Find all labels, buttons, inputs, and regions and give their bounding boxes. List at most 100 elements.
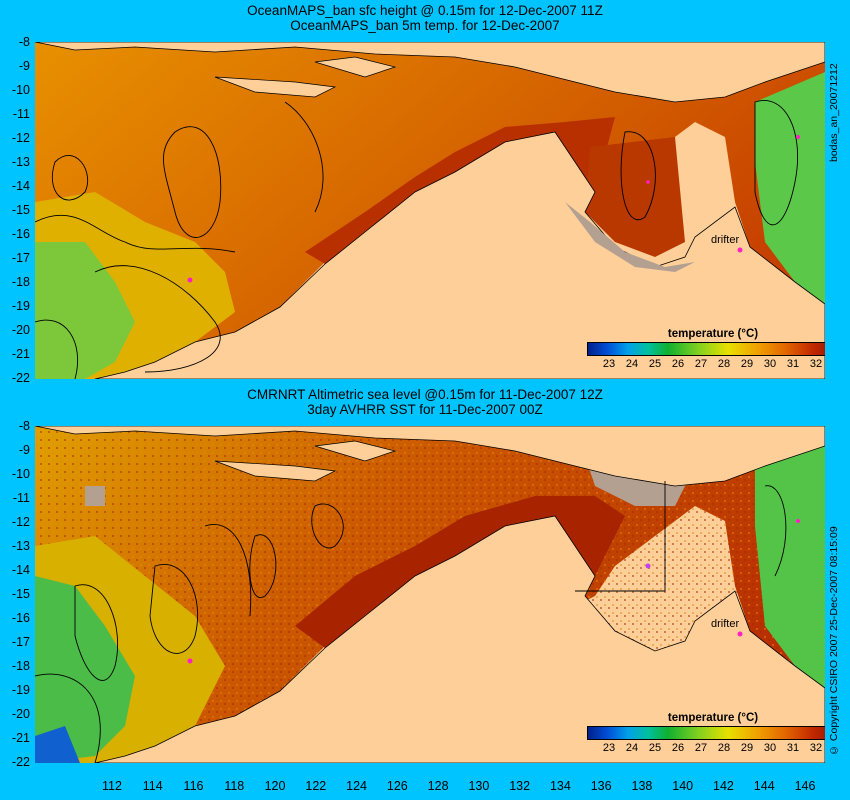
latitude-tick-label: -18 — [11, 275, 30, 289]
drifter-marker — [646, 180, 650, 184]
northern-coastline — [35, 426, 825, 487]
sea-level-contours — [35, 481, 787, 763]
longitude-tick-label: 136 — [590, 779, 612, 793]
panel2-title-line1: CMRNRT Altimetric sea level @0.15m for 1… — [247, 387, 603, 402]
legend-colorbar — [587, 342, 825, 356]
latitude-tick-label: -22 — [11, 755, 30, 769]
panel1-title-line1: OceanMAPS_ban sfc height @ 0.15m for 12-… — [247, 3, 603, 18]
panel2-side-label: © Copyright CSIRO 2007 25-Dec-2007 08:15… — [828, 526, 840, 756]
north-island — [314, 440, 397, 462]
panel2-title-line2: 3day AVHRR SST for 11-Dec-2007 00Z — [307, 402, 543, 417]
legend-tick-label: 32 — [809, 358, 823, 370]
drifter-marker — [737, 247, 743, 253]
longitude-tick-label: 142 — [713, 779, 734, 793]
legend-tick-label: 27 — [694, 358, 708, 370]
legend-tick-label: 30 — [763, 358, 777, 370]
latitude-tick-label: -17 — [11, 635, 30, 649]
legend-title: temperature (°C) — [667, 712, 759, 724]
latitude-tick-label: -16 — [11, 227, 30, 241]
latitude-tick-label: -19 — [11, 299, 30, 313]
sea-level-contours — [35, 100, 799, 379]
latitude-tick-label: -15 — [11, 203, 30, 217]
legend-tick-label: 32 — [809, 742, 823, 754]
latitude-tick-label: -13 — [11, 539, 30, 553]
east-cool-region — [755, 72, 825, 304]
latitude-tick-label: -16 — [11, 611, 30, 625]
longitude-tick-label: 116 — [183, 779, 204, 793]
legend-tick-label: 23 — [602, 358, 616, 370]
drifter-marker — [645, 563, 651, 569]
ocean-region — [35, 42, 825, 379]
latitude-tick-label: -8 — [18, 35, 30, 49]
latitude-tick-label: -11 — [12, 491, 30, 505]
latitude-tick-label: -12 — [11, 515, 30, 529]
map-panel-observed: drifter temperature (°C) 23 24 25 26 27 28 29 3… — [35, 426, 825, 763]
legend-tick-label: 28 — [717, 358, 731, 370]
latitude-tick-label: -21 — [11, 731, 30, 745]
legend-title: temperature (°C) — [667, 328, 759, 340]
cool-water-core — [35, 576, 135, 763]
legend-colorbar — [587, 726, 825, 740]
latitude-tick-label: -18 — [11, 659, 30, 673]
coastal-warm-band — [295, 496, 625, 648]
temperature-legend: temperature (°C) 23 24 25 26 27 28 29 30 31 32 — [587, 328, 825, 379]
drifter-label: drifter — [711, 618, 740, 630]
drifter-marker — [187, 658, 193, 664]
longitude-tick-label: 130 — [468, 779, 490, 793]
latitude-tick-label: -9 — [18, 59, 30, 73]
coldest-region — [35, 726, 80, 763]
legend-tick-label: 25 — [648, 358, 662, 370]
latitude-tick-label: -20 — [11, 323, 30, 337]
panel1-side-label: bodas_an_20071212 — [828, 63, 840, 162]
legend-tick-label: 27 — [694, 742, 708, 754]
latitude-tick-label: -8 — [18, 419, 30, 433]
latitude-tick-label: -22 — [11, 371, 30, 385]
longitude-tick-label: 124 — [346, 779, 367, 793]
north-island — [314, 56, 397, 78]
legend-tick-label: 30 — [763, 742, 777, 754]
legend-tick-label: 23 — [602, 742, 616, 754]
latitude-tick-label: -12 — [11, 131, 30, 145]
legend-tick-label: 26 — [671, 358, 685, 370]
drifter-marker — [796, 135, 800, 139]
latitude-tick-label: -10 — [11, 467, 30, 481]
longitude-tick-label: 146 — [794, 779, 816, 793]
model-sst-map — [35, 42, 825, 379]
masked-shelf — [565, 202, 695, 272]
longitude-tick-label: 134 — [549, 779, 571, 793]
legend-tick-label: 31 — [786, 358, 800, 370]
panel1-title-line2: OceanMAPS_ban 5m temp. for 12-Dec-2007 — [290, 18, 560, 33]
latitude-tick-label: -15 — [11, 587, 30, 601]
longitude-tick-label: 120 — [264, 779, 286, 793]
legend-tick-label: 29 — [740, 742, 754, 754]
australia-landmass — [94, 515, 825, 763]
longitude-tick-label: 138 — [631, 779, 653, 793]
longitude-tick-label: 128 — [427, 779, 449, 793]
longitude-tick-label: 132 — [509, 779, 531, 793]
latitude-tick-label: -17 — [11, 251, 30, 265]
coastal-warm-band — [305, 117, 615, 264]
latitude-tick-label: -14 — [11, 563, 30, 577]
map-panel-model: drifter temperature (°C) 23 24 25 26 27 28 29 3… — [35, 42, 825, 379]
cloud-masked-area — [85, 486, 105, 506]
drifter-marker — [737, 631, 743, 637]
latitude-tick-label: -11 — [12, 107, 30, 121]
longitude-tick-label: 140 — [672, 779, 694, 793]
legend-tick-label: 24 — [625, 358, 639, 370]
drifter-marker — [187, 277, 193, 283]
timor-island — [214, 460, 337, 482]
latitude-tick-label: -20 — [11, 707, 30, 721]
drifter-label: drifter — [711, 234, 740, 246]
legend-tick-label: 28 — [717, 742, 731, 754]
longitude-tick-label: 114 — [142, 779, 163, 793]
latitude-tick-label: -19 — [11, 683, 30, 697]
latitude-tick-label: -13 — [11, 155, 30, 169]
latitude-tick-label: -21 — [11, 347, 30, 361]
longitude-tick-label: 112 — [102, 779, 122, 793]
temperature-legend: temperature (°C) 23 24 25 26 27 28 29 30 31 32 — [587, 712, 825, 763]
australia-landmass — [94, 131, 825, 379]
northern-coastline — [35, 42, 825, 103]
drifter-marker — [796, 519, 800, 523]
gulf-warm-region — [585, 137, 685, 257]
legend-tick-label: 24 — [625, 742, 639, 754]
